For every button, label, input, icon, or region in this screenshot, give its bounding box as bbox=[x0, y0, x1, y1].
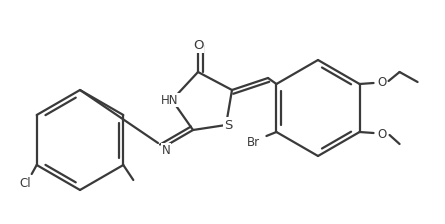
Text: Br: Br bbox=[247, 136, 260, 149]
Text: O: O bbox=[377, 127, 386, 140]
Text: O: O bbox=[193, 39, 203, 52]
Text: N: N bbox=[162, 144, 170, 157]
Text: S: S bbox=[224, 118, 232, 131]
Text: O: O bbox=[377, 75, 386, 88]
Text: Cl: Cl bbox=[19, 177, 31, 190]
Text: HN: HN bbox=[161, 93, 179, 106]
